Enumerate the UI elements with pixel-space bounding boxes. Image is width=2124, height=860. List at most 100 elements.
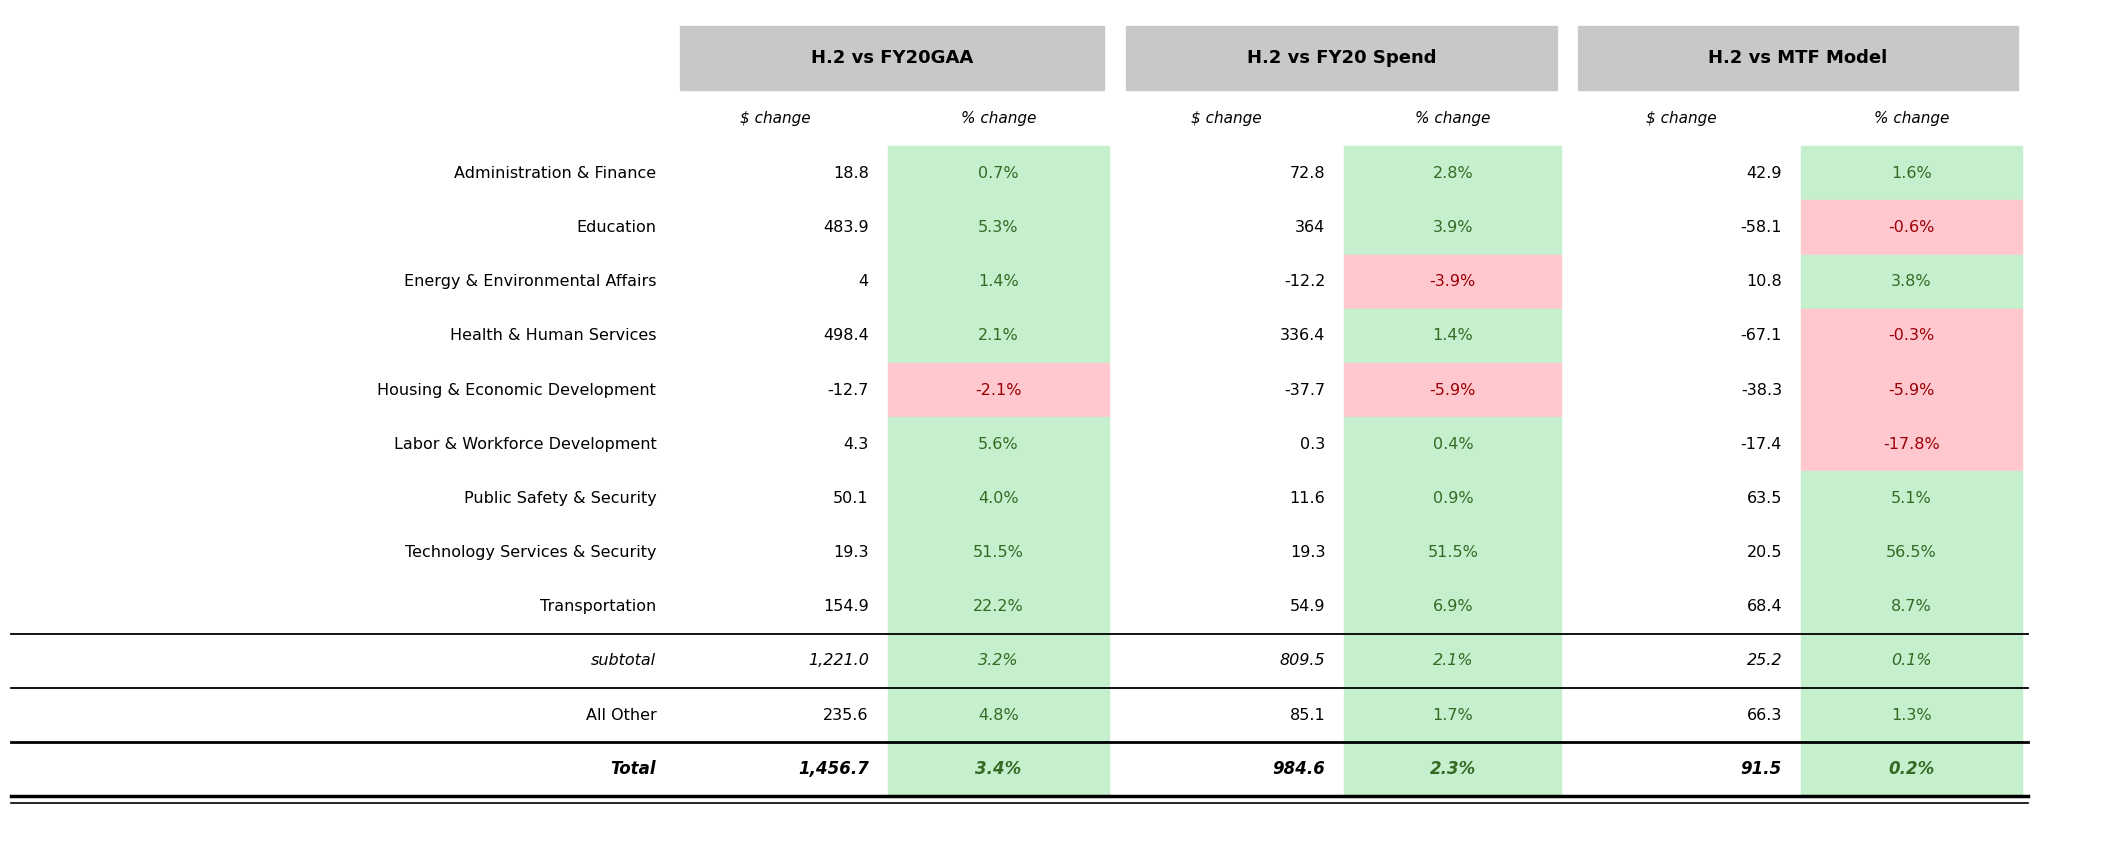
Text: 63.5: 63.5: [1746, 491, 1782, 506]
Text: -12.7: -12.7: [828, 383, 869, 397]
Text: -58.1: -58.1: [1740, 220, 1782, 235]
Bar: [1801, 634, 2022, 688]
Text: 3.4%: 3.4%: [975, 760, 1022, 778]
Text: H.2 vs FY20GAA: H.2 vs FY20GAA: [811, 49, 973, 67]
Text: 19.3: 19.3: [1289, 545, 1325, 560]
Text: 51.5%: 51.5%: [1427, 545, 1478, 560]
Text: All Other: All Other: [586, 708, 656, 722]
Text: 483.9: 483.9: [824, 220, 869, 235]
Text: 4: 4: [858, 274, 869, 289]
Bar: [888, 742, 1109, 796]
Text: H.2 vs MTF Model: H.2 vs MTF Model: [1708, 49, 1888, 67]
Text: 1.4%: 1.4%: [1432, 329, 1474, 343]
Text: 984.6: 984.6: [1272, 760, 1325, 778]
Text: 0.7%: 0.7%: [977, 166, 1020, 181]
Text: 4.8%: 4.8%: [977, 708, 1020, 722]
Bar: [888, 688, 1109, 742]
Text: 1.7%: 1.7%: [1432, 708, 1474, 722]
Bar: [1344, 309, 1561, 363]
Text: -3.9%: -3.9%: [1429, 274, 1476, 289]
Text: 154.9: 154.9: [822, 599, 869, 614]
Text: 54.9: 54.9: [1289, 599, 1325, 614]
Bar: [888, 580, 1109, 634]
Text: Health & Human Services: Health & Human Services: [450, 329, 656, 343]
Text: 5.1%: 5.1%: [1890, 491, 1933, 506]
Text: 72.8: 72.8: [1289, 166, 1325, 181]
Text: $ change: $ change: [1646, 111, 1716, 126]
Text: -5.9%: -5.9%: [1888, 383, 1935, 397]
Text: -17.4: -17.4: [1742, 437, 1782, 452]
Text: 18.8: 18.8: [833, 166, 869, 181]
Text: 4.0%: 4.0%: [977, 491, 1020, 506]
Bar: [680, 26, 1104, 90]
Bar: [1344, 634, 1561, 688]
Text: 11.6: 11.6: [1289, 491, 1325, 506]
Text: 1.6%: 1.6%: [1890, 166, 1933, 181]
Text: 51.5%: 51.5%: [973, 545, 1024, 560]
Text: -38.3: -38.3: [1742, 383, 1782, 397]
Bar: [888, 255, 1109, 309]
Text: 809.5: 809.5: [1281, 654, 1325, 668]
Text: -0.3%: -0.3%: [1888, 329, 1935, 343]
Bar: [1801, 309, 2022, 363]
Text: 1,456.7: 1,456.7: [799, 760, 869, 778]
Text: 19.3: 19.3: [833, 545, 869, 560]
Bar: [1344, 688, 1561, 742]
Bar: [888, 471, 1109, 525]
Text: 364: 364: [1296, 220, 1325, 235]
Text: $ change: $ change: [1192, 111, 1262, 126]
Text: Public Safety & Security: Public Safety & Security: [463, 491, 656, 506]
Bar: [1344, 417, 1561, 471]
Text: 3.2%: 3.2%: [977, 654, 1020, 668]
Text: 50.1: 50.1: [833, 491, 869, 506]
Bar: [1801, 580, 2022, 634]
Text: 25.2: 25.2: [1746, 654, 1782, 668]
Bar: [1801, 417, 2022, 471]
Text: 4.3: 4.3: [843, 437, 869, 452]
Text: Labor & Workforce Development: Labor & Workforce Development: [393, 437, 656, 452]
Text: -37.7: -37.7: [1285, 383, 1325, 397]
Bar: [1801, 688, 2022, 742]
Text: 10.8: 10.8: [1746, 274, 1782, 289]
Text: Transportation: Transportation: [539, 599, 656, 614]
Text: 42.9: 42.9: [1746, 166, 1782, 181]
Text: 2.1%: 2.1%: [977, 329, 1020, 343]
Bar: [1801, 363, 2022, 417]
Text: Education: Education: [576, 220, 656, 235]
Bar: [888, 525, 1109, 580]
Text: -17.8%: -17.8%: [1884, 437, 1939, 452]
Text: 66.3: 66.3: [1746, 708, 1782, 722]
Text: 5.6%: 5.6%: [977, 437, 1020, 452]
Text: $ change: $ change: [739, 111, 811, 126]
Text: 0.3: 0.3: [1300, 437, 1325, 452]
Bar: [1801, 525, 2022, 580]
Text: Housing & Economic Development: Housing & Economic Development: [378, 383, 656, 397]
Text: -67.1: -67.1: [1742, 329, 1782, 343]
Text: 3.9%: 3.9%: [1432, 220, 1474, 235]
Bar: [1801, 255, 2022, 309]
Text: Total: Total: [612, 760, 656, 778]
Text: 2.1%: 2.1%: [1432, 654, 1474, 668]
Bar: [1801, 742, 2022, 796]
Text: 8.7%: 8.7%: [1890, 599, 1933, 614]
Text: 336.4: 336.4: [1281, 329, 1325, 343]
Bar: [1344, 525, 1561, 580]
Text: 22.2%: 22.2%: [973, 599, 1024, 614]
Text: 2.8%: 2.8%: [1432, 166, 1474, 181]
Bar: [1126, 26, 1557, 90]
Text: % change: % change: [1873, 111, 1950, 126]
Text: subtotal: subtotal: [590, 654, 656, 668]
Bar: [888, 634, 1109, 688]
Text: 1,221.0: 1,221.0: [807, 654, 869, 668]
Text: 56.5%: 56.5%: [1886, 545, 1937, 560]
Bar: [1578, 26, 2018, 90]
Bar: [888, 417, 1109, 471]
Text: -12.2: -12.2: [1285, 274, 1325, 289]
Text: 3.8%: 3.8%: [1890, 274, 1933, 289]
Text: 235.6: 235.6: [824, 708, 869, 722]
Text: 91.5: 91.5: [1742, 760, 1782, 778]
Text: 1.4%: 1.4%: [977, 274, 1020, 289]
Bar: [1344, 471, 1561, 525]
Text: Technology Services & Security: Technology Services & Security: [406, 545, 656, 560]
Bar: [888, 363, 1109, 417]
